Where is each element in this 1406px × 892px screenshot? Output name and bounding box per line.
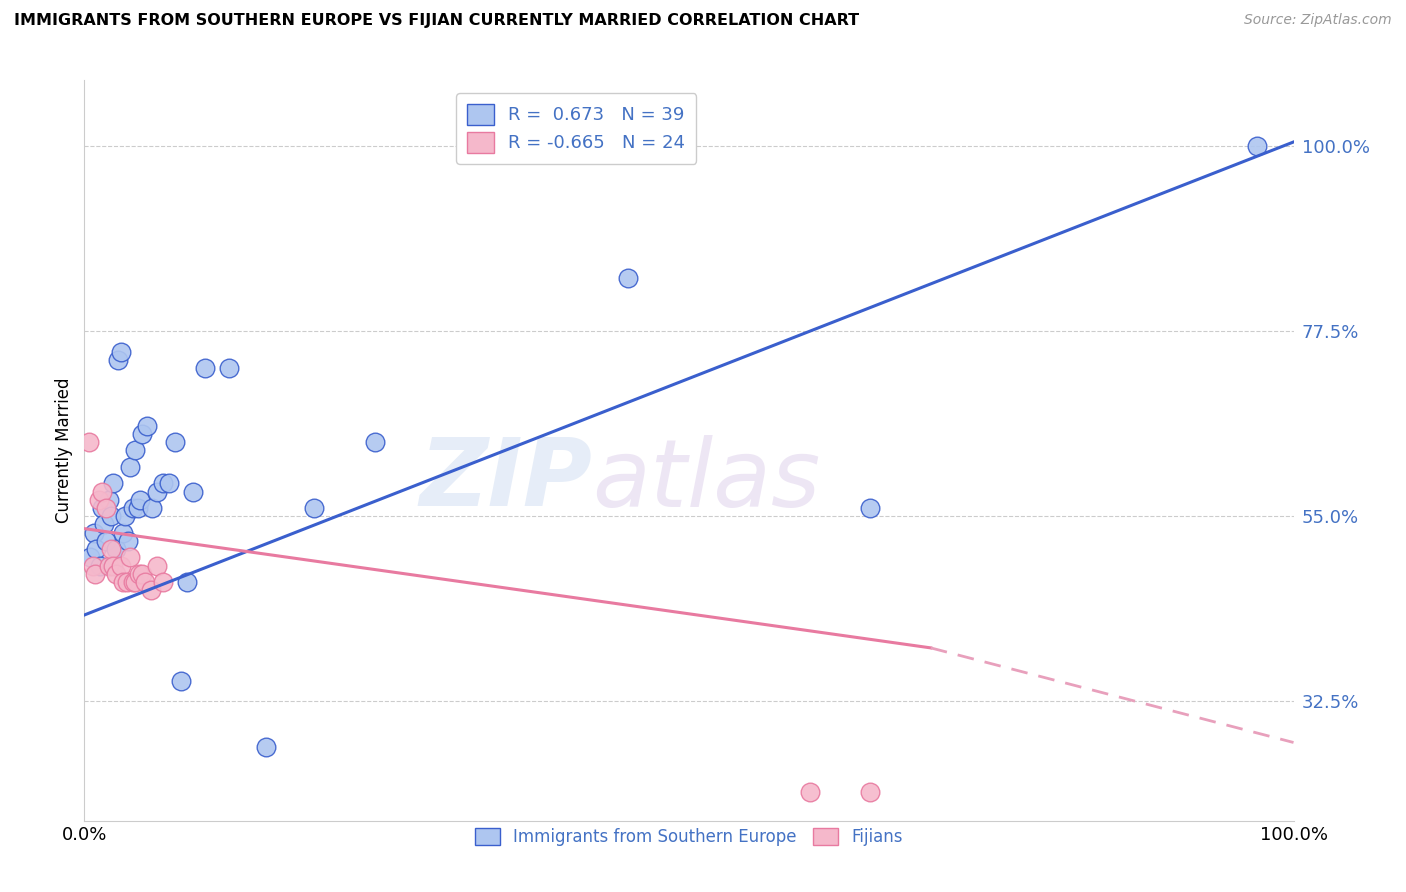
Point <box>100 509 122 524</box>
Point <box>120 550 142 565</box>
Point <box>84 566 107 581</box>
Point <box>181 484 204 499</box>
Point <box>146 558 169 573</box>
Point <box>79 550 101 565</box>
Point <box>120 459 142 474</box>
Point <box>176 575 198 590</box>
Y-axis label: Currently Married: Currently Married <box>55 377 73 524</box>
Point <box>799 785 821 799</box>
Point <box>131 427 153 442</box>
Point <box>302 501 325 516</box>
Point <box>1246 139 1268 153</box>
Point <box>859 501 882 516</box>
Point <box>134 575 156 590</box>
Point <box>107 353 129 368</box>
Point <box>103 558 125 573</box>
Point <box>77 435 100 450</box>
Point <box>97 492 120 507</box>
Point <box>152 476 174 491</box>
Point <box>100 542 122 557</box>
Point <box>152 575 174 590</box>
Point <box>94 533 117 548</box>
Point <box>165 435 187 450</box>
Point <box>83 525 105 540</box>
Point <box>104 566 127 581</box>
Point <box>103 476 125 491</box>
Point <box>110 558 132 573</box>
Point <box>131 566 153 581</box>
Point <box>363 435 385 450</box>
Point <box>87 492 110 507</box>
Point <box>124 575 146 590</box>
Point <box>82 558 104 573</box>
Point <box>121 501 143 516</box>
Point <box>157 476 180 491</box>
Point <box>124 443 146 458</box>
Point <box>254 739 277 754</box>
Point <box>93 517 115 532</box>
Point <box>89 558 111 573</box>
Point <box>91 484 114 499</box>
Point <box>97 558 120 573</box>
Point <box>117 533 139 548</box>
Point <box>127 501 149 516</box>
Point <box>86 542 108 557</box>
Point <box>141 501 163 516</box>
Text: atlas: atlas <box>592 434 821 525</box>
Point <box>139 583 162 598</box>
Text: ZIP: ZIP <box>419 434 592 526</box>
Point <box>170 673 193 688</box>
Point <box>136 418 159 433</box>
Point <box>218 361 240 376</box>
Point <box>94 501 117 516</box>
Legend: Immigrants from Southern Europe, Fijians: Immigrants from Southern Europe, Fijians <box>468 822 910 853</box>
Point <box>115 575 138 590</box>
Point <box>194 361 217 376</box>
Point <box>112 575 135 590</box>
Point <box>617 270 640 285</box>
Point <box>121 575 143 590</box>
Point <box>91 501 114 516</box>
Point <box>104 542 127 557</box>
Point <box>859 785 882 799</box>
Point <box>129 492 152 507</box>
Text: Source: ZipAtlas.com: Source: ZipAtlas.com <box>1244 13 1392 28</box>
Point <box>128 566 150 581</box>
Point <box>146 484 169 499</box>
Point <box>114 509 136 524</box>
Point <box>110 344 132 359</box>
Point <box>112 525 135 540</box>
Text: IMMIGRANTS FROM SOUTHERN EUROPE VS FIJIAN CURRENTLY MARRIED CORRELATION CHART: IMMIGRANTS FROM SOUTHERN EUROPE VS FIJIA… <box>14 13 859 29</box>
